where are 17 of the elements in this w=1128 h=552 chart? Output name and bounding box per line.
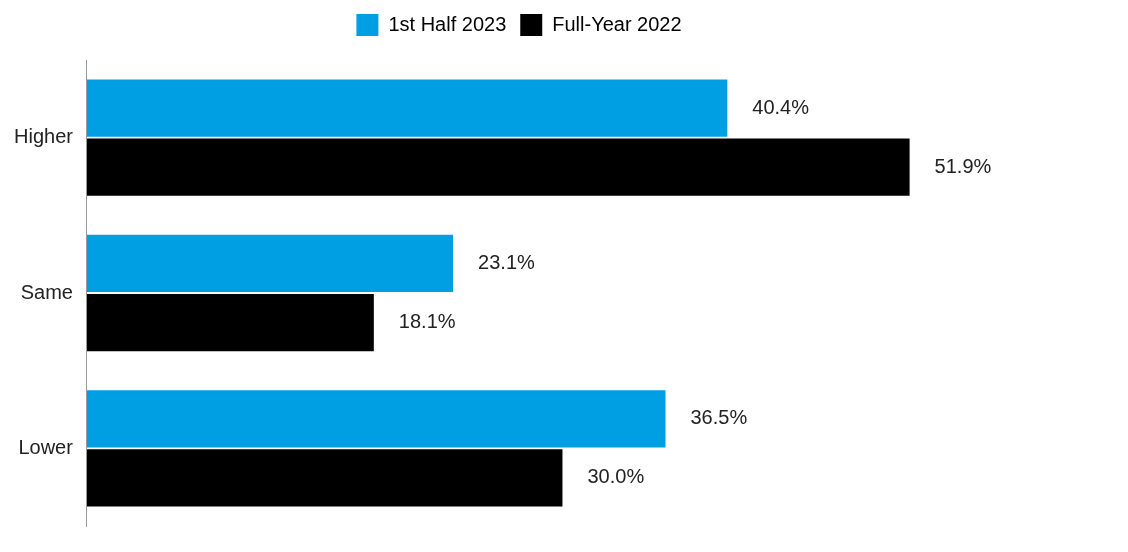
bar — [86, 138, 910, 196]
bar — [86, 234, 454, 293]
data-label: 23.1% — [478, 251, 536, 273]
bar — [86, 293, 374, 352]
y-tick-label: Lower — [18, 435, 74, 458]
data-label: 36.5% — [690, 406, 748, 429]
data-label: 51.9% — [934, 154, 992, 177]
data-label: 30.0% — [587, 465, 645, 488]
bar — [86, 79, 728, 137]
data-label: 40.4% — [752, 95, 810, 118]
y-tick-label: Higher — [13, 125, 74, 148]
data-label: 18.1% — [398, 310, 456, 333]
bar — [86, 390, 666, 448]
legend-label: Full-Year 2022 — [552, 12, 682, 35]
bar — [86, 449, 563, 507]
y-tick-label: Same — [20, 280, 73, 303]
legend-label: 1st Half 2023 — [388, 12, 507, 35]
